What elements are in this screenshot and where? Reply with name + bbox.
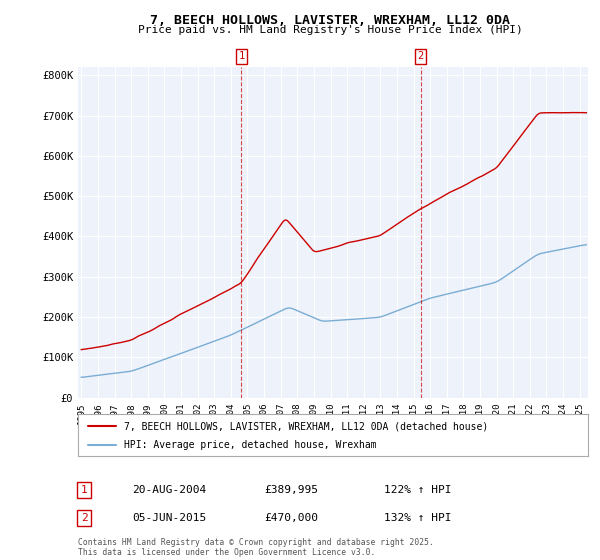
Text: Contains HM Land Registry data © Crown copyright and database right 2025.
This d: Contains HM Land Registry data © Crown c… bbox=[78, 538, 434, 557]
Text: 7, BEECH HOLLOWS, LAVISTER, WREXHAM, LL12 0DA: 7, BEECH HOLLOWS, LAVISTER, WREXHAM, LL1… bbox=[150, 14, 510, 27]
Text: 1: 1 bbox=[80, 485, 88, 495]
Text: 20-AUG-2004: 20-AUG-2004 bbox=[132, 485, 206, 495]
Text: 7, BEECH HOLLOWS, LAVISTER, WREXHAM, LL12 0DA (detached house): 7, BEECH HOLLOWS, LAVISTER, WREXHAM, LL1… bbox=[124, 421, 488, 431]
Text: 05-JUN-2015: 05-JUN-2015 bbox=[132, 513, 206, 523]
Text: HPI: Average price, detached house, Wrexham: HPI: Average price, detached house, Wrex… bbox=[124, 441, 377, 450]
Text: £470,000: £470,000 bbox=[264, 513, 318, 523]
Text: 122% ↑ HPI: 122% ↑ HPI bbox=[384, 485, 452, 495]
Text: Price paid vs. HM Land Registry's House Price Index (HPI): Price paid vs. HM Land Registry's House … bbox=[137, 25, 523, 35]
Text: £389,995: £389,995 bbox=[264, 485, 318, 495]
Text: 2: 2 bbox=[80, 513, 88, 523]
Text: 1: 1 bbox=[238, 51, 245, 61]
Text: 2: 2 bbox=[418, 51, 424, 61]
Text: 132% ↑ HPI: 132% ↑ HPI bbox=[384, 513, 452, 523]
